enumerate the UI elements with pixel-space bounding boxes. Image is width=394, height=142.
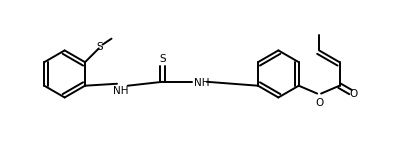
Text: S: S [159,54,166,64]
Text: S: S [97,42,103,53]
Text: O: O [349,89,357,99]
Text: O: O [315,98,323,108]
Text: NH: NH [113,86,129,96]
Text: NH: NH [194,78,210,88]
